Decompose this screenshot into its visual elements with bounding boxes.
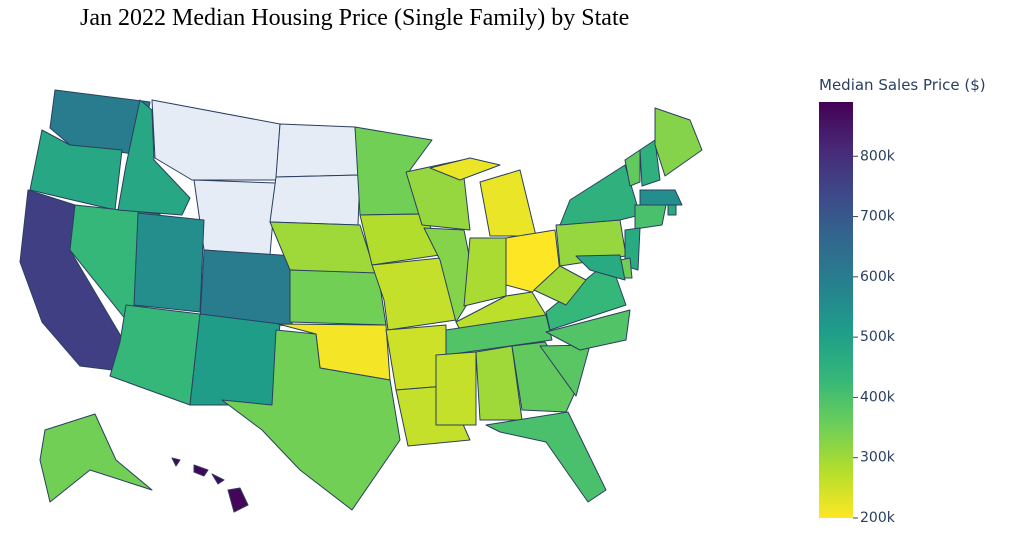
colorbar-ticks: 200k 300k 400k 500k 600k 700k 800k — [853, 148, 896, 526]
state — [479, 169, 537, 237]
state — [654, 107, 703, 177]
state — [189, 313, 281, 406]
state — [511, 341, 577, 413]
state — [221, 329, 401, 511]
state — [485, 411, 607, 503]
colorbar-tick-label: 400k — [860, 389, 896, 405]
state — [193, 179, 277, 256]
state — [171, 457, 181, 467]
state — [575, 254, 626, 281]
state — [545, 309, 631, 351]
state — [445, 314, 553, 356]
colorbar-tick-label: 300k — [860, 450, 896, 466]
colorbar-tick-label: 800k — [860, 148, 896, 164]
state — [559, 164, 641, 226]
state — [429, 157, 501, 181]
chart-title: Jan 2022 Median Housing Price (Single Fa… — [80, 5, 629, 31]
state — [371, 257, 457, 331]
state — [133, 212, 205, 313]
state — [533, 265, 587, 306]
colorbar-tick-label: 500k — [860, 329, 896, 345]
state — [117, 99, 191, 216]
state — [39, 413, 153, 503]
colorbar-tick-label: 700k — [860, 209, 896, 225]
state — [199, 249, 296, 327]
colorbar — [819, 102, 853, 518]
state — [463, 237, 507, 307]
state — [29, 129, 123, 211]
state — [109, 304, 201, 406]
state — [624, 149, 641, 187]
state — [639, 139, 661, 187]
state — [227, 487, 249, 513]
colorbar-title: Median Sales Price ($) — [819, 76, 986, 94]
state — [151, 99, 281, 181]
state — [435, 351, 477, 426]
state — [211, 473, 225, 485]
states — [19, 89, 703, 513]
state — [269, 174, 361, 226]
state — [639, 189, 683, 206]
state — [193, 464, 209, 477]
colorbar-tick-label: 200k — [860, 510, 896, 526]
state — [289, 269, 387, 326]
state — [545, 259, 627, 331]
state — [539, 344, 591, 397]
state — [275, 123, 361, 178]
state — [667, 204, 677, 216]
colorbar-tick-label: 600k — [860, 269, 896, 285]
state — [634, 204, 667, 230]
